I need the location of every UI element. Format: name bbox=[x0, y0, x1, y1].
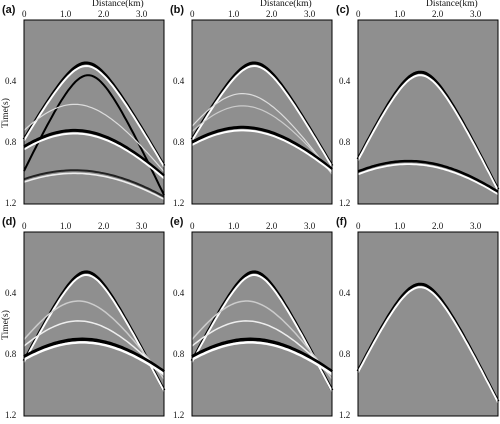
reflection-event bbox=[23, 274, 165, 392]
x-tick-label: 3.0 bbox=[304, 221, 316, 231]
x-tick-label: 0 bbox=[22, 221, 27, 231]
y-tick-label: 1.2 bbox=[5, 410, 17, 420]
x-tick-label: 3.0 bbox=[136, 9, 148, 19]
reflection-event bbox=[191, 341, 333, 376]
reflection-event bbox=[191, 93, 333, 175]
y-tick-label: 0.4 bbox=[339, 76, 351, 86]
x-tick-label: 3.0 bbox=[470, 9, 482, 19]
x-tick-label: 2.0 bbox=[432, 9, 444, 19]
reflection-event bbox=[23, 64, 165, 168]
panel-b: (b) Distance(km) 0 1.0 2.0 3.0 0.4 0.8 1… bbox=[168, 0, 334, 212]
reflection-event bbox=[191, 300, 333, 380]
y-tick-label: 1.2 bbox=[339, 198, 351, 208]
panel-f: (f) 0 1.0 2.0 3.0 0.4 0.8 1.2 bbox=[334, 212, 500, 424]
y-tick-label: 0.8 bbox=[5, 137, 17, 147]
y-tick-label: 1.2 bbox=[173, 198, 185, 208]
y-tick-label: 0.8 bbox=[5, 349, 17, 359]
x-tick-label: 3.0 bbox=[136, 221, 148, 231]
reflection-event bbox=[357, 286, 499, 404]
panel-e: (e) 0 1.0 2.0 3.0 0.4 0.8 1.2 bbox=[168, 212, 334, 424]
panel-label: (b) bbox=[170, 4, 185, 16]
seismic-section bbox=[190, 231, 334, 417]
x-tick-label: 2.0 bbox=[266, 9, 278, 19]
panel-label: (d) bbox=[2, 216, 17, 228]
reflection-event bbox=[191, 105, 333, 173]
y-tick-label: 0.4 bbox=[5, 288, 17, 298]
plot-frame bbox=[357, 19, 499, 205]
reflection-event bbox=[191, 64, 333, 168]
seismic-section bbox=[190, 19, 334, 205]
x-tick-label: 1.0 bbox=[394, 221, 406, 231]
reflection-event bbox=[23, 169, 165, 198]
y-tick-label: 0.4 bbox=[173, 288, 185, 298]
y-tick-label: 0.8 bbox=[339, 349, 351, 359]
panel-label: (e) bbox=[170, 216, 184, 228]
plot-frame bbox=[191, 231, 333, 417]
y-tick-label: 0.4 bbox=[339, 288, 351, 298]
x-tick-label: 1.0 bbox=[60, 221, 72, 231]
y-tick-label: 1.2 bbox=[5, 198, 17, 208]
reflection-event bbox=[191, 125, 333, 171]
x-tick-label: 3.0 bbox=[304, 9, 316, 19]
reflection-event bbox=[23, 132, 165, 179]
reflection-event bbox=[23, 341, 165, 376]
reflection-event bbox=[191, 274, 333, 392]
y-tick-label: 1.2 bbox=[339, 410, 351, 420]
x-tick-label: 1.0 bbox=[394, 9, 406, 19]
seismic-section bbox=[22, 19, 166, 205]
reflection-event bbox=[23, 172, 165, 200]
y-tick-label: 1.2 bbox=[173, 410, 185, 420]
x-tick-label: 1.0 bbox=[228, 221, 240, 231]
x-tick-label: 2.0 bbox=[432, 221, 444, 231]
reflection-event bbox=[23, 103, 165, 172]
seismic-section bbox=[356, 19, 500, 205]
x-tick-label: 0 bbox=[190, 9, 195, 19]
reflection-event bbox=[23, 74, 165, 196]
x-tick-label: 2.0 bbox=[98, 9, 110, 19]
x-tick-label: 1.0 bbox=[60, 9, 72, 19]
x-axis-title: Distance(km) bbox=[260, 0, 312, 9]
plot-frame bbox=[357, 231, 499, 417]
x-tick-label: 1.0 bbox=[228, 9, 240, 19]
panel-label: (a) bbox=[2, 4, 16, 16]
y-tick-label: 0.4 bbox=[173, 76, 185, 86]
y-tick-label: 0.8 bbox=[173, 137, 185, 147]
reflection-event bbox=[23, 300, 165, 380]
reflection-event bbox=[357, 159, 499, 193]
x-tick-label: 0 bbox=[190, 221, 195, 231]
panel-c: (c) Distance(km) 0 1.0 2.0 3.0 0.4 0.8 1… bbox=[334, 0, 500, 212]
reflection-event bbox=[357, 74, 499, 192]
reflection-event bbox=[23, 320, 165, 376]
plot-frame bbox=[23, 19, 165, 205]
plot-frame bbox=[191, 19, 333, 205]
reflection-event bbox=[23, 128, 165, 178]
y-tick-label: 0.8 bbox=[173, 349, 185, 359]
x-tick-label: 0 bbox=[356, 221, 361, 231]
reflection-event bbox=[191, 320, 333, 376]
panel-label: (c) bbox=[336, 4, 350, 16]
x-axis-title: Distance(km) bbox=[426, 0, 478, 9]
panel-a: (a) Distance(km) 0 1.0 2.0 3.0 0.4 0.8 1… bbox=[0, 0, 166, 212]
panel-d: (d) 0 1.0 2.0 3.0 0.4 0.8 1.2 Time(s) bbox=[0, 212, 166, 424]
panel-label: (f) bbox=[336, 216, 347, 228]
reflection-event bbox=[191, 337, 333, 374]
reflection-event bbox=[23, 337, 165, 374]
reflection-event bbox=[357, 163, 499, 196]
x-tick-label: 0 bbox=[22, 9, 27, 19]
x-tick-label: 0 bbox=[356, 9, 361, 19]
x-tick-label: 3.0 bbox=[470, 221, 482, 231]
y-tick-label: 0.8 bbox=[339, 137, 351, 147]
reflection-event bbox=[191, 129, 333, 173]
x-tick-label: 2.0 bbox=[266, 221, 278, 231]
x-axis-title: Distance(km) bbox=[92, 0, 144, 9]
plot-frame bbox=[23, 231, 165, 417]
y-tick-label: 0.4 bbox=[5, 76, 17, 86]
seismic-section bbox=[356, 231, 500, 417]
x-tick-label: 2.0 bbox=[98, 221, 110, 231]
seismic-section bbox=[22, 231, 166, 417]
